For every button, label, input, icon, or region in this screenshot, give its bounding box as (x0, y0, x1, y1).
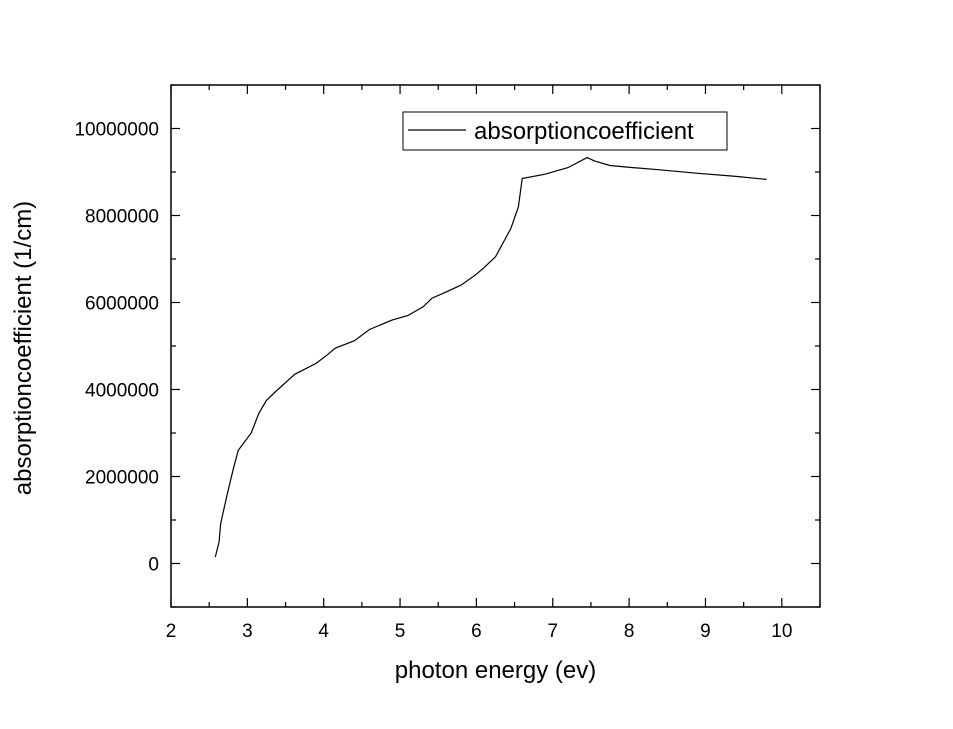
x-tick-label: 5 (395, 621, 406, 642)
y-tick-label: 6000000 (85, 294, 159, 315)
x-tick-label: 9 (700, 621, 711, 642)
x-tick-labels: 2 3 4 5 6 7 8 9 10 (166, 621, 793, 642)
x-axis-title: photon energy (ev) (395, 657, 596, 684)
legend-box (402, 111, 728, 151)
x-tick-label: 8 (624, 621, 635, 642)
series-line-absorptioncoefficient (214, 156, 767, 558)
y-tick-label: 0 (148, 555, 159, 576)
legend-label: absorptioncoefficient (474, 118, 694, 145)
y-tick-labels: 0 2000000 4000000 6000000 8000000 10000000 (74, 120, 159, 576)
x-tick-label: 3 (242, 621, 253, 642)
x-tick-label: 6 (471, 621, 482, 642)
x-tick-label: 10 (771, 621, 792, 642)
y-tick-label: 10000000 (74, 120, 159, 141)
y-tick-label: 2000000 (85, 468, 159, 489)
x-tick-label: 4 (318, 621, 329, 642)
x-tick-label: 2 (166, 621, 177, 642)
x-tick-label: 7 (547, 621, 558, 642)
y-tick-label: 4000000 (85, 381, 159, 402)
y-tick-label: 8000000 (85, 207, 159, 228)
y-axis-title: absorptioncoefficient (1/cm) (10, 201, 37, 495)
tick-marks (170, 84, 821, 608)
legend: absorptioncoefficient (402, 111, 728, 151)
plot-frame (170, 84, 821, 608)
